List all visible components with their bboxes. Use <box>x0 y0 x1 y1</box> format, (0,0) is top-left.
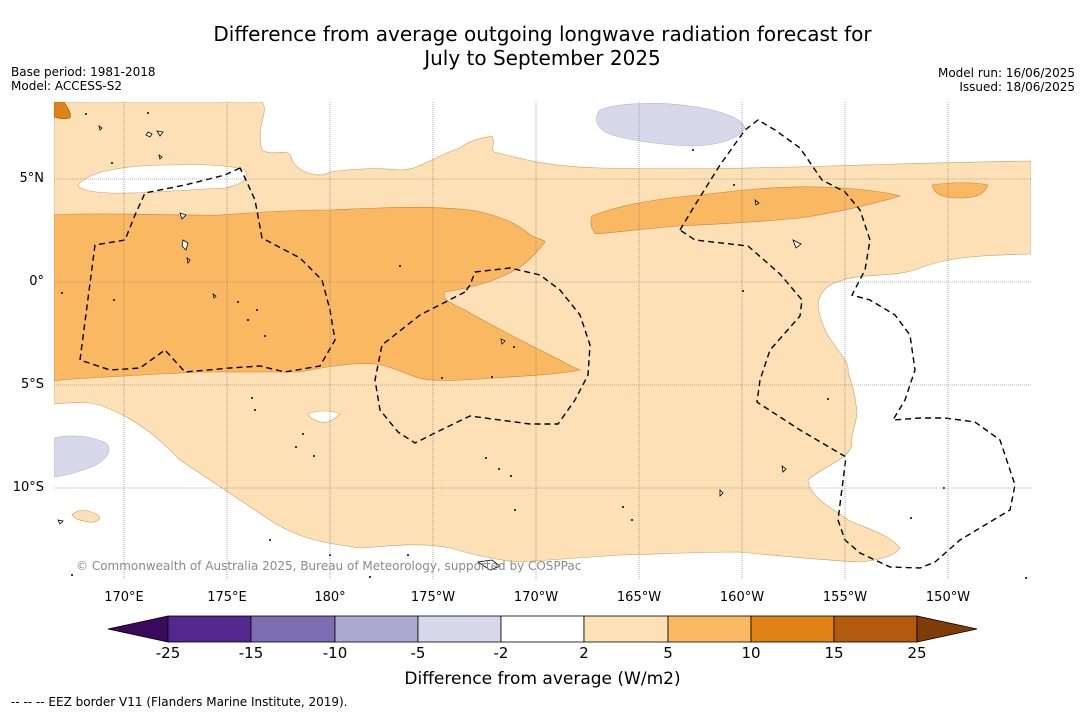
colorbar-bin-4 <box>417 615 502 643</box>
colorbar-tick: -5 <box>410 644 426 662</box>
lon-label-165w: 165°W <box>616 590 662 605</box>
copyright-text: © Commonwealth of Australia 2025, Bureau… <box>76 559 582 573</box>
colorbar-tick: 15 <box>824 644 844 662</box>
lon-label-155w: 155°W <box>822 590 868 605</box>
colorbar-label: Difference from average (W/m2) <box>404 669 681 689</box>
colorbar-bin-6 <box>583 615 669 643</box>
island-outlines <box>57 125 802 571</box>
colorbar-tick: 25 <box>907 644 927 662</box>
island-dots <box>61 112 1027 579</box>
lon-label-160w: 160°W <box>719 590 765 605</box>
eez-border-east <box>679 119 1016 569</box>
anomaly-patch-light-orange-sw <box>71 510 100 523</box>
lon-label-180: 180° <box>314 590 346 605</box>
lat-label-5s: 5°S <box>20 377 44 392</box>
lon-label-170w: 170°W <box>513 590 559 605</box>
lon-label-175w: 175°W <box>410 590 456 605</box>
model-text: Model: ACCESS-S2 <box>11 79 123 93</box>
eez-legend-note: -- -- -- EEZ border V11 (Flanders Marine… <box>11 695 348 709</box>
colorbar-bin-5 <box>500 615 585 643</box>
map-title: Difference from average outgoing longwav… <box>0 22 1085 70</box>
colorbar-tick: -10 <box>322 644 348 662</box>
lat-label-0: 0° <box>29 274 44 289</box>
meta-left: Base period: 1981-2018 Model: ACCESS-S2 <box>11 65 156 93</box>
colorbar-bin-8 <box>750 615 835 643</box>
issued-text: Issued: 18/06/2025 <box>959 80 1075 94</box>
lat-label-10s: 10°S <box>12 480 44 495</box>
base-period-text: Base period: 1981-2018 <box>11 65 156 79</box>
title-line-1: Difference from average outgoing longwav… <box>213 22 872 46</box>
lon-label-175e: 175°E <box>207 590 247 605</box>
colorbar-extend-high <box>916 615 978 643</box>
anomaly-patch-orange-east <box>931 182 989 199</box>
colorbar-tick: 10 <box>741 644 761 662</box>
lat-label-5n: 5°N <box>19 171 45 186</box>
colorbar-tick: -25 <box>155 644 181 662</box>
eez-borders <box>79 119 1016 569</box>
model-run-text: Model run: 16/06/2025 <box>937 66 1075 80</box>
lon-label-150w: 150°W <box>925 590 971 605</box>
colorbar-bin-3 <box>334 615 419 643</box>
eez-border-central <box>374 267 591 444</box>
meta-right: Model run: 16/06/2025 Issued: 18/06/2025 <box>938 66 1075 94</box>
colorbar-tick: -15 <box>238 644 264 662</box>
colorbar-bin-7 <box>667 615 752 643</box>
lon-label-170e: 170°E <box>104 590 144 605</box>
map-field <box>54 102 1031 580</box>
graticule <box>54 102 1031 580</box>
anomaly-region-lavender-north <box>596 103 746 147</box>
colorbar-bin-9 <box>833 615 918 643</box>
title-line-2: July to September 2025 <box>424 46 661 70</box>
colorbar-bin-2 <box>250 615 336 643</box>
anomaly-region-lavender-west <box>54 435 110 478</box>
anomaly-patch-dark-orange <box>54 102 71 120</box>
colorbar-tick: 5 <box>663 644 673 662</box>
eez-border-west <box>79 167 336 373</box>
colorbar-bin-1 <box>167 615 252 643</box>
colorbar-tick: -2 <box>493 644 509 662</box>
colorbar-tick: 2 <box>579 644 589 662</box>
colorbar-extend-low <box>107 615 169 643</box>
anomaly-region-orange-west <box>54 206 582 382</box>
